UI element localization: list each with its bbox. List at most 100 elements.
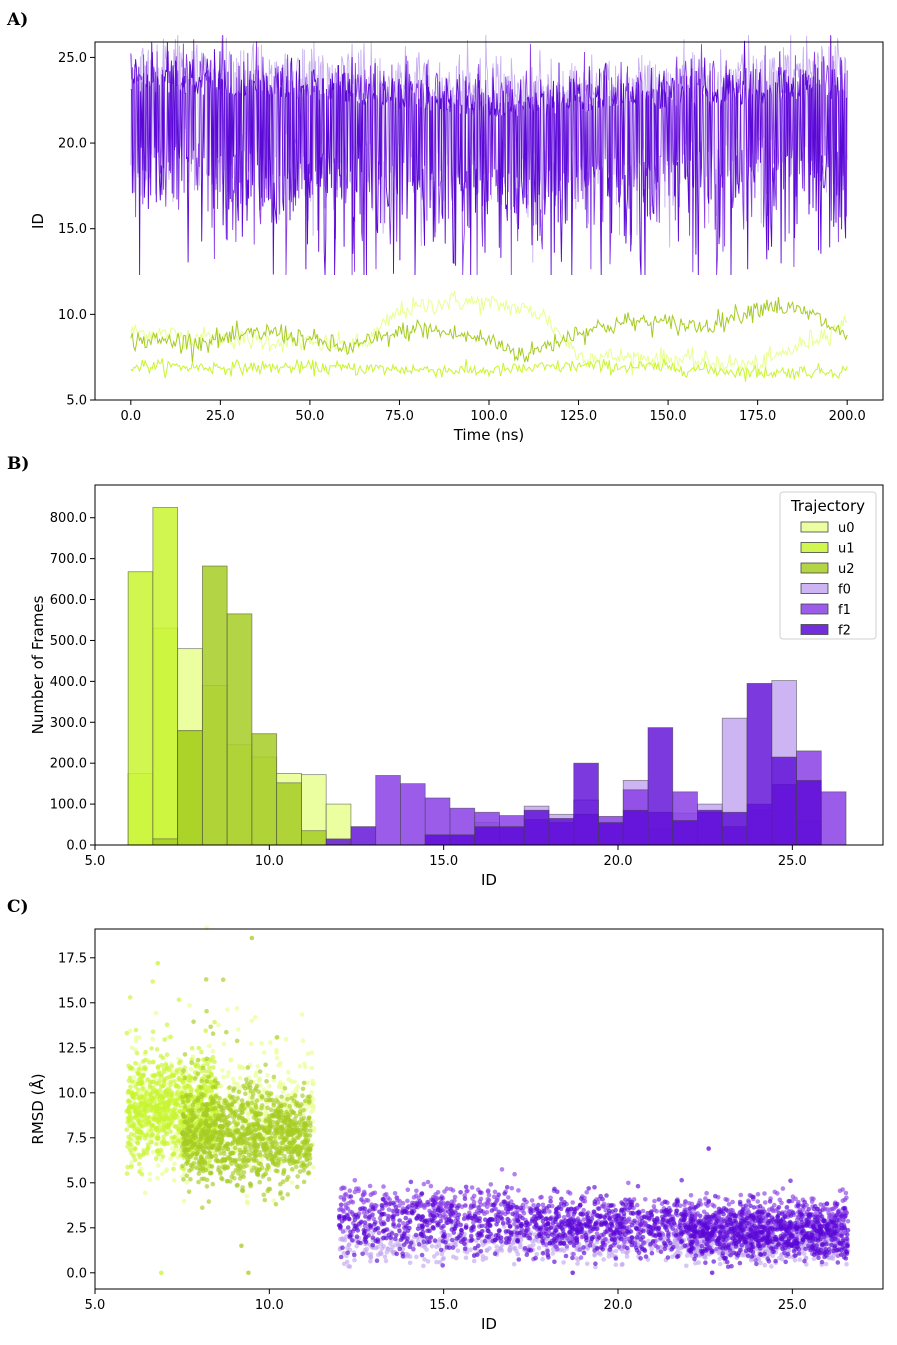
- scatter-point: [411, 1246, 416, 1252]
- scatter-point: [783, 1259, 788, 1265]
- scatter-point: [227, 1120, 232, 1126]
- scatter-point: [211, 1065, 216, 1070]
- scatter-point: [809, 1199, 815, 1204]
- scatter-point: [154, 1103, 160, 1109]
- scatter-point: [147, 1119, 152, 1125]
- scatter-point: [625, 1217, 630, 1223]
- scatter-point: [786, 1209, 792, 1214]
- scatter-point: [348, 1199, 354, 1204]
- scatter-point: [484, 1247, 490, 1253]
- scatter-point: [494, 1244, 500, 1249]
- scatter-point: [210, 1130, 216, 1136]
- scatter-point: [172, 1079, 177, 1084]
- scatter-point: [494, 1197, 500, 1203]
- scatter-point: [295, 1128, 300, 1133]
- scatter-point: [171, 1178, 177, 1183]
- scatter-point: [397, 1203, 402, 1208]
- scatter-point: [292, 1093, 298, 1098]
- scatter-point: [758, 1260, 763, 1266]
- scatter-point: [305, 1094, 311, 1100]
- scatter-point: [199, 1078, 204, 1084]
- scatter-point: [405, 1198, 410, 1204]
- scatter-point: [310, 1081, 316, 1087]
- scatter-point: [188, 1124, 194, 1129]
- scatter-point: [245, 1200, 251, 1206]
- scatter-point: [482, 1202, 487, 1207]
- scatter-point: [452, 1194, 458, 1200]
- scatter-point: [228, 1128, 233, 1134]
- scatter-point: [244, 1077, 249, 1082]
- scatter-point: [411, 1195, 417, 1200]
- plot-b-axes-frame: [94, 484, 884, 846]
- scatter-point: [251, 1165, 257, 1170]
- scatter-point: [185, 1108, 191, 1113]
- scatter-point: [292, 1146, 297, 1152]
- scatter-point: [141, 1072, 147, 1077]
- scatter-point: [199, 1176, 205, 1182]
- scatter-point: [174, 1070, 180, 1075]
- scatter-point: [159, 1062, 164, 1068]
- hist-bar-u2: [301, 830, 327, 846]
- scatter-point: [167, 1098, 173, 1103]
- scatter-point: [703, 1196, 708, 1201]
- scatter-series-f2: [336, 1177, 851, 1270]
- scatter-point: [306, 1100, 312, 1105]
- scatter-point: [150, 1089, 156, 1094]
- plot-a-y-axis-label: ID: [29, 213, 47, 229]
- scatter-point: [240, 1125, 245, 1131]
- scatter-point: [205, 1085, 211, 1090]
- legend-swatch-f1: [800, 603, 829, 615]
- scatter-point: [385, 1213, 391, 1219]
- scatter-point: [155, 1163, 161, 1168]
- scatter-point: [269, 1142, 275, 1147]
- scatter-point: [208, 1024, 213, 1030]
- scatter-point: [341, 1196, 347, 1201]
- scatter-point: [143, 1066, 149, 1072]
- scatter-point: [493, 1206, 498, 1211]
- scatter-point: [129, 1164, 134, 1170]
- scatter-point: [144, 1151, 150, 1156]
- scatter-point: [689, 1253, 694, 1259]
- scatter-point: [199, 1157, 204, 1162]
- scatter-point: [248, 1079, 254, 1085]
- plot-b-ytick-label: 0.0: [66, 839, 87, 854]
- scatter-point: [279, 1131, 284, 1136]
- scatter-point: [169, 1064, 175, 1069]
- scatter-point: [228, 1057, 234, 1063]
- scatter-point: [187, 1128, 193, 1134]
- scatter-point: [270, 1097, 275, 1103]
- scatter-point: [159, 1139, 165, 1145]
- scatter-point: [592, 1253, 597, 1258]
- scatter-point: [221, 1041, 227, 1047]
- scatter-point: [284, 1093, 290, 1098]
- scatter-point: [281, 1098, 286, 1103]
- scatter-point: [185, 1094, 191, 1100]
- scatter-point: [159, 1084, 164, 1089]
- scatter-point: [422, 1257, 427, 1262]
- scatter-point: [135, 1126, 140, 1132]
- scatter-point: [192, 1076, 198, 1081]
- scatter-point: [265, 1144, 270, 1149]
- scatter-point: [371, 1216, 377, 1222]
- scatter-point: [257, 1132, 263, 1138]
- scatter-point: [150, 1059, 156, 1065]
- scatter-point: [278, 1156, 283, 1162]
- plot-c-xtick-label: 25.0: [778, 1298, 807, 1313]
- scatter-point: [191, 1161, 197, 1166]
- scatter-point: [803, 1246, 808, 1252]
- scatter-point: [749, 1257, 754, 1263]
- scatter-point: [152, 1099, 157, 1105]
- scatter-point: [362, 1223, 368, 1229]
- scatter-point: [147, 1177, 153, 1182]
- scatter-point: [437, 1237, 442, 1242]
- plot-a-xtick-label: 200.0: [829, 409, 866, 424]
- scatter-point: [365, 1198, 371, 1203]
- scatter-point: [126, 1078, 132, 1084]
- scatter-point: [380, 1246, 385, 1251]
- scatter-point: [271, 1074, 277, 1080]
- scatter-point: [277, 1149, 282, 1155]
- scatter-point: [272, 1134, 278, 1139]
- scatter-point: [678, 1203, 683, 1208]
- scatter-point: [259, 1040, 264, 1046]
- scatter-point: [300, 1086, 306, 1092]
